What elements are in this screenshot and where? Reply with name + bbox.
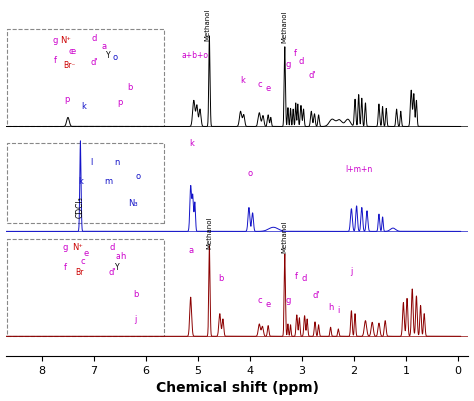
Text: f: f (54, 56, 56, 65)
Text: n: n (115, 158, 120, 167)
Text: d': d' (109, 268, 116, 277)
Text: g: g (285, 296, 291, 306)
Text: k: k (189, 139, 194, 148)
Text: Methanol: Methanol (282, 11, 288, 43)
Text: l+m+n: l+m+n (346, 165, 373, 174)
Text: p: p (64, 95, 70, 104)
Text: N₃: N₃ (128, 199, 138, 208)
Bar (7, 239, 164, 336)
Text: f: f (64, 263, 67, 272)
Text: d': d' (309, 71, 316, 80)
Text: e: e (265, 300, 271, 309)
Text: d': d' (90, 58, 98, 67)
Text: a: a (102, 43, 107, 51)
Text: c: c (80, 257, 85, 266)
Text: c: c (257, 296, 262, 306)
Text: h: h (328, 303, 333, 312)
Text: f: f (295, 272, 298, 281)
Text: i: i (337, 306, 339, 315)
Text: k: k (79, 177, 83, 186)
Text: o: o (136, 172, 141, 181)
Text: b: b (219, 274, 224, 283)
Text: e: e (265, 84, 271, 93)
X-axis label: Chemical shift (ppm): Chemical shift (ppm) (155, 381, 319, 395)
Text: Y: Y (115, 263, 120, 272)
Text: d: d (91, 34, 97, 43)
Text: a: a (188, 246, 193, 255)
Text: Methanol: Methanol (204, 9, 210, 41)
Text: k: k (240, 75, 245, 85)
Text: CDCl₃: CDCl₃ (76, 196, 85, 218)
Text: Br⁻: Br⁻ (63, 61, 75, 70)
Text: N⁺: N⁺ (60, 36, 71, 45)
Text: j: j (350, 267, 353, 275)
Text: e: e (83, 249, 89, 258)
Text: d: d (298, 57, 304, 66)
Text: g: g (285, 60, 291, 69)
Text: o: o (112, 53, 118, 63)
Text: N⁺: N⁺ (72, 243, 83, 253)
Text: k: k (81, 102, 86, 111)
Text: c: c (68, 47, 73, 56)
Text: d: d (302, 274, 307, 283)
Text: g: g (52, 36, 58, 45)
Text: h: h (120, 252, 125, 261)
Text: b: b (128, 83, 133, 92)
Text: Methanol: Methanol (207, 217, 212, 249)
Text: Methanol: Methanol (282, 221, 288, 253)
Text: b: b (133, 290, 138, 299)
Text: m: m (104, 177, 113, 186)
Text: g: g (63, 243, 68, 253)
Text: d: d (109, 243, 115, 253)
Text: d': d' (313, 291, 320, 300)
Bar (7, 29, 164, 126)
Text: f: f (294, 49, 297, 58)
Text: a+b+o: a+b+o (182, 51, 209, 60)
Bar (7, 143, 164, 223)
Text: a: a (115, 252, 120, 261)
Text: Y: Y (106, 51, 111, 60)
Text: e: e (71, 47, 76, 56)
Text: p: p (117, 98, 123, 107)
Text: o: o (247, 169, 253, 178)
Text: j: j (135, 315, 137, 324)
Text: Br: Br (75, 268, 83, 277)
Text: l: l (90, 158, 92, 167)
Text: c: c (257, 80, 262, 89)
